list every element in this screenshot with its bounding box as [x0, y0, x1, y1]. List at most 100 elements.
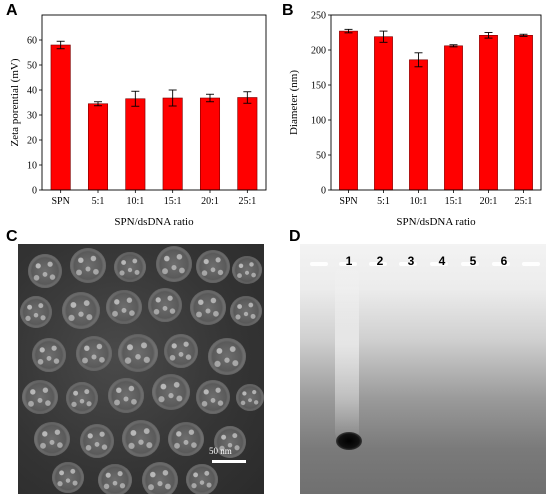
- diameter-y-tick-label-2: 100: [311, 116, 326, 127]
- nanoparticle: [122, 420, 160, 457]
- zeta-y-axis-title: Zeta porential (mV): [9, 58, 21, 146]
- nanoparticle: [190, 290, 226, 325]
- diameter-x-tick-label-2: 10:1: [410, 196, 428, 207]
- zeta-x-tick-label-1: 5:1: [92, 196, 105, 207]
- zeta-y-tick-label-1: 10: [27, 161, 37, 172]
- nanoparticle: [106, 290, 142, 324]
- nanoparticle: [28, 254, 62, 288]
- nanoparticle: [142, 462, 178, 494]
- panel-label-a: A: [6, 2, 18, 19]
- zeta-x-tick-label-2: 10:1: [126, 196, 144, 207]
- zeta-plot-frame: [41, 14, 267, 191]
- nanoparticle: [70, 248, 106, 283]
- tem-micrograph: [18, 244, 264, 494]
- lane-1-smear: [335, 264, 359, 444]
- diameter-x-tick-label-0: SPN: [339, 196, 357, 207]
- diameter-x-tick-label-4: 20:1: [480, 196, 498, 207]
- panel-label-c: C: [6, 228, 18, 245]
- well-1: [339, 262, 357, 266]
- nanoparticle: [66, 382, 98, 414]
- diameter-y-tick-label-4: 200: [311, 46, 326, 57]
- zeta-potential-chart: SPN 5:1 10:1 15:1 20:1 25:1 0 10 20 30 40 50 60 SPN/d…: [9, 14, 267, 228]
- well-7: [522, 262, 540, 266]
- zeta-y-tick-label-2: 20: [27, 136, 37, 147]
- well-0: [310, 262, 328, 266]
- diameter-bar-3: [444, 45, 463, 191]
- diameter-y-tick-label-1: 50: [316, 151, 326, 162]
- diameter-plot-frame: [330, 14, 542, 191]
- diameter-y-tick-label-0: 0: [321, 186, 326, 197]
- nanoparticle: [208, 338, 246, 375]
- diameter-bar-1: [374, 36, 393, 191]
- lane-label-1: 1: [345, 254, 353, 268]
- nanoparticle: [98, 464, 132, 494]
- diameter-chart: SPN 5:1 10:1 15:1 20:1 25:1 0 50 100 150 200 250 SPN…: [288, 11, 542, 228]
- nanoparticle: [232, 256, 262, 284]
- nanoparticle: [114, 252, 146, 282]
- nanoparticle: [230, 296, 262, 326]
- nanoparticle: [62, 292, 100, 329]
- nanoparticle: [164, 334, 198, 368]
- zeta-bar-1: [87, 103, 109, 191]
- nanoparticle: [32, 338, 66, 372]
- lane-label-3: 3: [407, 254, 415, 268]
- nanoparticle: [214, 426, 246, 458]
- lane-label-2: 2: [376, 254, 384, 268]
- diameter-x-tick-label-1: 5:1: [377, 196, 390, 207]
- scale-bar-label: 50 nm: [209, 446, 232, 456]
- nanoparticle: [52, 462, 84, 493]
- zeta-y-tick-label-5: 50: [27, 61, 37, 72]
- nanoparticle: [20, 296, 52, 328]
- zeta-x-tick-label-4: 20:1: [201, 196, 219, 207]
- zeta-y-tick-label-4: 40: [27, 86, 37, 97]
- nanoparticle: [80, 424, 114, 458]
- zeta-y-tick-label-6: 60: [27, 36, 37, 47]
- nanoparticle: [22, 380, 58, 414]
- well-6: [492, 262, 510, 266]
- nanoparticle: [76, 336, 112, 371]
- diameter-bar-4: [479, 34, 498, 191]
- diameter-y-axis-title: Diameter (nm): [288, 70, 300, 135]
- diameter-y-tick-label-5: 250: [311, 11, 326, 22]
- zeta-bar-5: [237, 97, 258, 191]
- zeta-x-tick-label-0: SPN: [51, 196, 69, 207]
- scale-bar: [212, 460, 246, 463]
- nanoparticle: [196, 250, 230, 283]
- zeta-x-tick-label-3: 15:1: [164, 196, 182, 207]
- nanoparticle: [236, 384, 264, 411]
- diameter-y-tick-label-3: 150: [311, 81, 326, 92]
- diameter-x-tick-label-3: 15:1: [445, 196, 463, 207]
- nanoparticle: [118, 334, 158, 372]
- nanoparticle: [186, 464, 218, 494]
- nanoparticle: [148, 288, 182, 322]
- nanoparticle: [168, 422, 204, 456]
- zeta-x-axis-title: SPN/dsDNA ratio: [114, 216, 194, 228]
- panel-label-d: D: [289, 228, 301, 245]
- zeta-bar-3: [162, 97, 183, 191]
- well-5: [461, 262, 479, 266]
- nanoparticle: [34, 422, 70, 456]
- nanoparticle: [156, 246, 192, 282]
- diameter-x-axis-title: SPN/dsDNA ratio: [396, 216, 476, 228]
- diameter-bar-5: [514, 34, 533, 191]
- nanoparticle: [196, 380, 230, 414]
- zeta-bar-2: [125, 98, 146, 191]
- diameter-bar-2: [409, 59, 428, 191]
- nanoparticle: [108, 378, 144, 413]
- zeta-y-tick-label-3: 30: [27, 111, 37, 122]
- well-4: [430, 262, 448, 266]
- well-2: [369, 262, 387, 266]
- lane-label-4: 4: [438, 254, 446, 268]
- gel-electrophoresis-image: 1 2 3 4 5 6: [300, 244, 546, 494]
- diameter-bar-0: [339, 30, 358, 191]
- diameter-x-tick-label-5: 25:1: [515, 196, 533, 207]
- panel-label-b: B: [282, 2, 294, 19]
- well-3: [399, 262, 417, 266]
- zeta-bar-4: [199, 97, 221, 191]
- zeta-x-tick-label-5: 25:1: [238, 196, 256, 207]
- lane-label-5: 5: [469, 254, 477, 268]
- lane-label-6: 6: [500, 254, 508, 268]
- zeta-y-tick-label-0: 0: [32, 186, 37, 197]
- nanoparticle: [152, 374, 190, 410]
- zeta-bar-0: [50, 44, 71, 191]
